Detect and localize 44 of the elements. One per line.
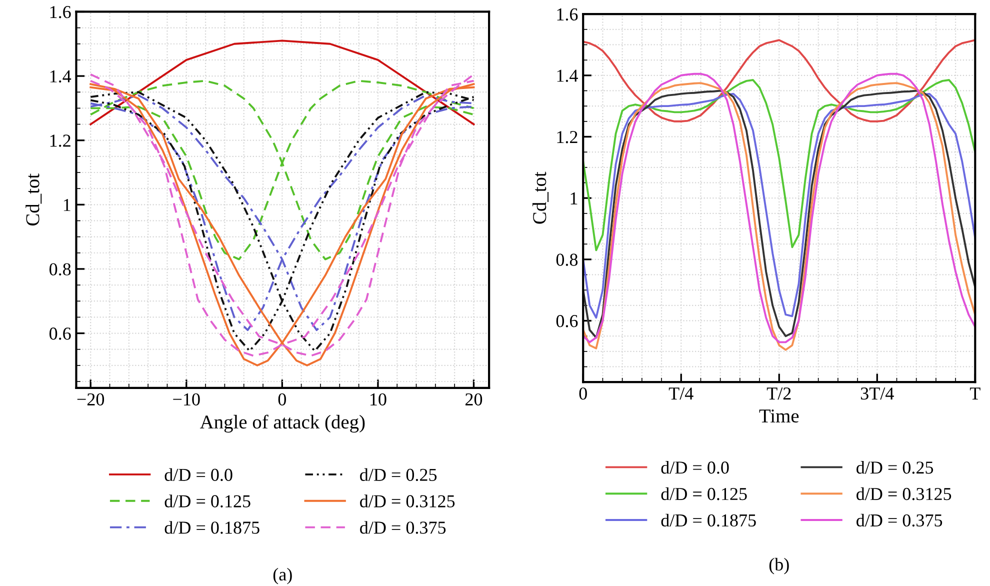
legend-label: d/D = 0.1875	[661, 514, 756, 527]
x-tick-label: −20	[77, 393, 104, 406]
legend-label: d/D = 0.0	[661, 460, 729, 474]
x-tick-label: 10	[370, 393, 386, 406]
x-axis-title: Time	[759, 409, 799, 423]
text: (b)	[769, 558, 789, 574]
text: (a)	[273, 568, 292, 584]
x-tick-label: 20	[466, 393, 482, 406]
line-series	[90, 40, 475, 126]
y-tick-label: 1	[64, 198, 70, 211]
y-tick-label: 0.6	[49, 328, 71, 340]
y-tick-label: 1.4	[557, 70, 578, 82]
y-axis-title: Cd_tot	[532, 172, 548, 224]
legend-label: d/D = 0.25	[360, 468, 437, 482]
legend-label: d/D = 0.125	[661, 487, 747, 500]
legend-label: d/D = 0.3125	[856, 487, 952, 500]
legend-label: d/D = 0.125	[164, 494, 250, 508]
legend-label: d/D = 0.375	[856, 514, 942, 527]
x-tick-label: 3T/4	[860, 388, 894, 400]
y-tick-label: 1.2	[557, 131, 578, 144]
line-series	[90, 80, 475, 260]
legend-label: d/D = 0.375	[360, 521, 446, 534]
y-tick-label: 1.6	[50, 6, 71, 18]
x-tick-label: T	[970, 388, 980, 400]
legend-label: d/D = 0.0	[164, 468, 232, 482]
x-tick-label: −10	[173, 393, 200, 406]
y-tick-label: 0.8	[556, 254, 578, 266]
y-tick-label: 0.8	[49, 263, 71, 276]
y-tick-label: 1	[570, 192, 578, 204]
line-series	[583, 79, 976, 252]
y-tick-label: 1.2	[50, 134, 70, 147]
x-tick-label: 0	[278, 393, 286, 406]
x-tick-label: T/2	[766, 388, 791, 400]
legend-label: d/D = 0.3125	[360, 494, 455, 508]
y-tick-label: 1.6	[557, 8, 578, 21]
x-tick-label: 0	[579, 387, 587, 400]
y-tick-label: 0.6	[556, 314, 578, 328]
y-tick-label: 1.4	[50, 70, 72, 83]
x-axis-title: Angle of attack (deg)	[200, 414, 365, 433]
x-tick-label: T/4	[668, 388, 694, 400]
line-series	[583, 39, 976, 122]
legend-label: d/D = 0.25	[856, 460, 934, 474]
legend-label: d/D = 0.1875	[164, 521, 260, 534]
y-axis-title: Cd_tot	[26, 173, 42, 226]
